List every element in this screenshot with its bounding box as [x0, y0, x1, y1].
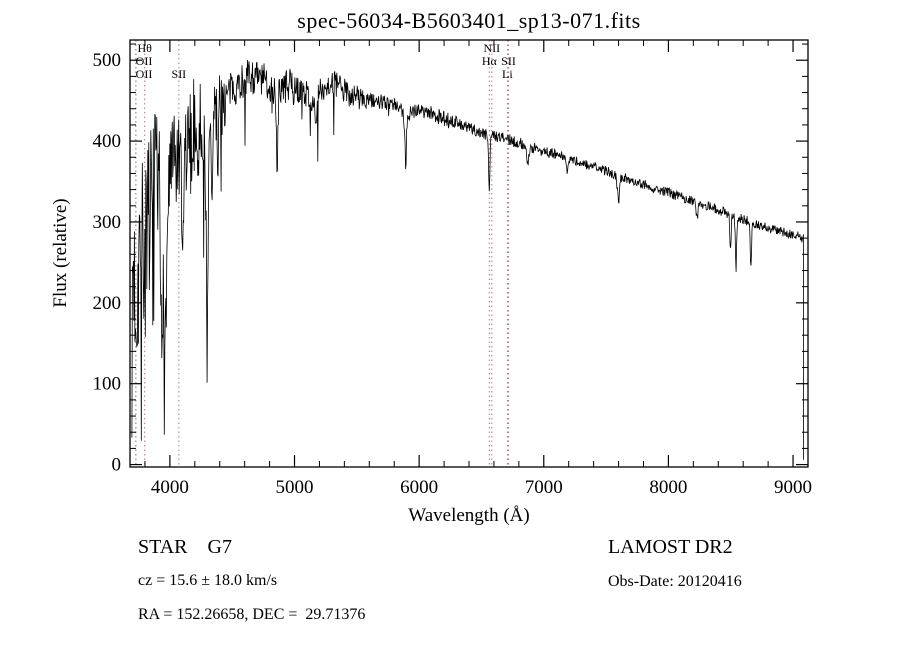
ra-dec-text: RA = 152.26658, DEC = 29.71376: [138, 606, 366, 623]
svg-text:500: 500: [93, 50, 122, 71]
svg-text:SII: SII: [501, 54, 516, 68]
object-class-text: STAR G7: [138, 536, 232, 558]
svg-text:200: 200: [93, 293, 122, 314]
obs-date-text: Obs-Date: 20120416: [608, 573, 742, 590]
radial-velocity-text: cz = 15.6 ± 18.0 km/s: [138, 572, 278, 589]
svg-text:OII: OII: [136, 67, 153, 81]
svg-text:300: 300: [93, 212, 122, 233]
svg-text:9000: 9000: [774, 477, 812, 498]
y-axis-label: Flux (relative): [50, 198, 71, 308]
svg-text:NII: NII: [483, 41, 500, 55]
svg-text:Li: Li: [502, 67, 513, 81]
svg-text:Hθ: Hθ: [137, 41, 152, 55]
x-axis-label: Wavelength (Å): [408, 505, 530, 526]
svg-text:100: 100: [93, 374, 122, 395]
plot-title: spec-56034-B5603401_sp13-071.fits: [297, 8, 641, 33]
svg-text:OII: OII: [136, 54, 153, 68]
survey-release-text: LAMOST DR2: [608, 536, 733, 558]
svg-text:6000: 6000: [400, 477, 438, 498]
svg-text:5000: 5000: [276, 477, 314, 498]
svg-text:Hα: Hα: [482, 54, 498, 68]
svg-text:SII: SII: [172, 67, 187, 81]
svg-text:400: 400: [93, 131, 122, 152]
svg-text:0: 0: [112, 455, 122, 476]
svg-text:8000: 8000: [649, 477, 687, 498]
svg-text:7000: 7000: [525, 477, 563, 498]
svg-text:4000: 4000: [151, 477, 189, 498]
